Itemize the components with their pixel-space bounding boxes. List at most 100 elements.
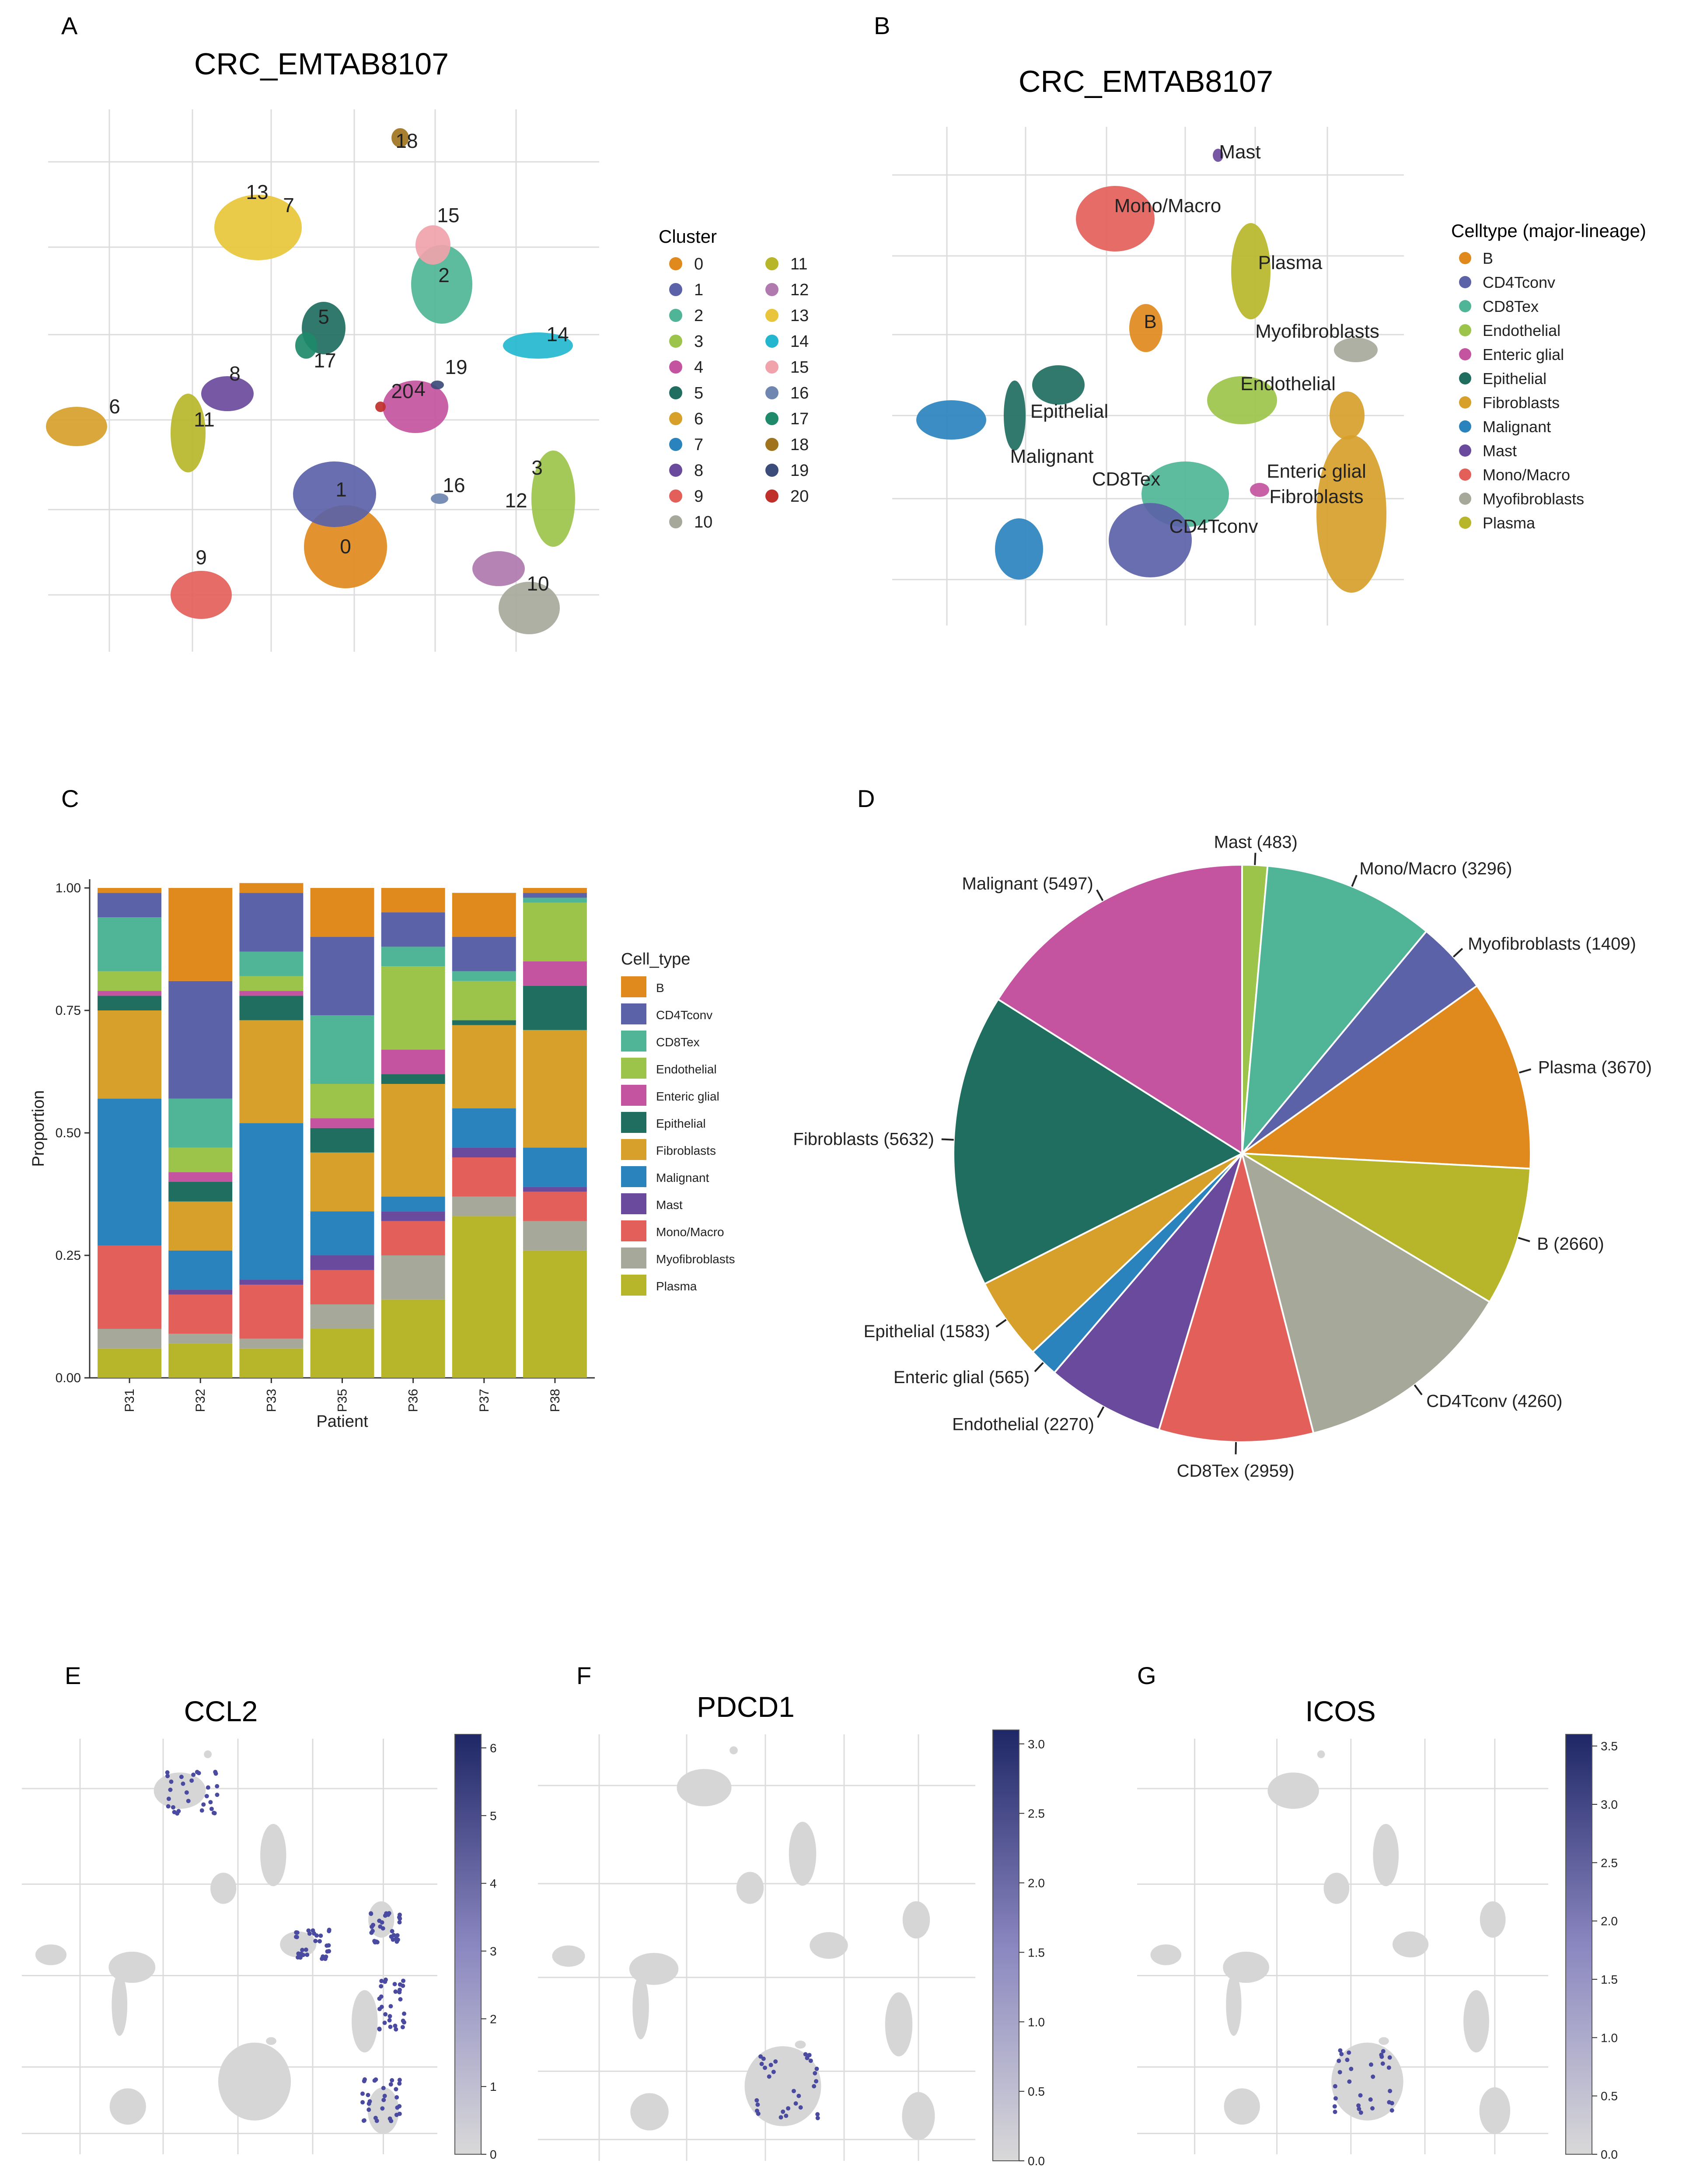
bar-segment	[98, 1329, 162, 1349]
legend-label: 16	[790, 384, 809, 402]
legend-label: 6	[694, 410, 703, 428]
expressing-cell	[301, 1953, 306, 1957]
bar-segment	[452, 1216, 516, 1378]
legend-label: 12	[790, 281, 809, 299]
bar-segment	[239, 976, 304, 991]
expressing-cell	[380, 2106, 385, 2111]
legend-label: Malignant	[656, 1171, 709, 1185]
x-tick-label: P38	[548, 1389, 562, 1412]
umap-cells	[112, 1973, 128, 2036]
expressing-cell	[394, 2087, 398, 2092]
expressing-cell	[381, 2086, 386, 2090]
bar-segment	[239, 883, 304, 893]
umap-cluster	[295, 332, 317, 359]
umap-cells	[677, 1769, 732, 1807]
bar-segment	[168, 1172, 233, 1182]
colorbar	[454, 1734, 482, 2155]
expressing-cell	[373, 1940, 377, 1945]
bar-segment	[98, 1010, 162, 1099]
expressing-cell	[394, 2095, 399, 2100]
expressing-cell	[1358, 2110, 1363, 2115]
expressing-cell	[394, 1939, 399, 1944]
umap-cells	[260, 1824, 286, 1887]
pie-leader	[1518, 1237, 1530, 1242]
legend-label: Epithelial	[656, 1117, 706, 1130]
pie-label: Enteric glial (565)	[894, 1368, 1030, 1387]
expressing-cell	[759, 2062, 764, 2066]
bar-segment	[381, 1299, 445, 1378]
legend-swatch	[621, 1166, 646, 1187]
legend-label: CD8Tex	[1483, 297, 1539, 315]
umap-cells	[218, 2042, 291, 2121]
pie-label: B (2660)	[1537, 1234, 1604, 1254]
pie-slice	[1241, 865, 1428, 1157]
umap-cells	[902, 1901, 930, 1939]
bar-segment	[310, 1329, 374, 1378]
expressing-cell	[360, 2100, 365, 2105]
bar-segment	[381, 1196, 445, 1212]
pie-leader	[1414, 1384, 1423, 1395]
bar-segment	[310, 1211, 374, 1255]
expressing-cell	[1337, 2070, 1342, 2075]
x-tick-label: P36	[406, 1389, 421, 1412]
umap-cells	[795, 2041, 806, 2049]
expressing-cell	[382, 2093, 387, 2098]
legend-swatch	[1459, 324, 1471, 336]
bar-segment	[452, 1196, 516, 1216]
pie-leader	[1519, 1068, 1532, 1074]
panel-e-title: CCL2	[184, 1695, 258, 1727]
expressing-cell	[1338, 2048, 1343, 2053]
expressing-cell	[171, 1805, 175, 1810]
bar-segment	[523, 898, 587, 903]
expressing-cell	[778, 2115, 783, 2120]
expressing-cell	[397, 2111, 402, 2116]
panel-a-title: CRC_EMTAB8107	[194, 47, 449, 81]
panel-b-legend-title: Celltype (major-lineage)	[1451, 220, 1646, 241]
bar-segment	[98, 991, 162, 996]
legend-swatch	[669, 309, 682, 322]
legend-label: 8	[694, 461, 703, 480]
bar-segment	[239, 1123, 304, 1280]
legend-swatch	[1459, 300, 1471, 312]
bar-segment	[98, 996, 162, 1010]
expressing-cell	[388, 2004, 393, 2009]
bar-segment	[239, 1020, 304, 1123]
umap-cluster	[46, 407, 107, 446]
expressing-cell	[1333, 2096, 1338, 2101]
bar-segment	[523, 1147, 587, 1187]
expressing-cell	[377, 1996, 382, 2001]
pie-label: CD4Tconv (4260)	[1426, 1391, 1562, 1411]
colorbar-tick-label: 3.5	[1601, 1740, 1618, 1753]
legend-label: 18	[790, 436, 809, 454]
legend-swatch	[621, 976, 646, 997]
expressing-cell	[294, 1935, 299, 1939]
legend-swatch	[669, 438, 682, 451]
expressing-cell	[397, 1912, 402, 1917]
legend-swatch	[621, 1248, 646, 1268]
umap-cluster	[201, 376, 254, 411]
expressing-cell	[754, 2098, 759, 2103]
bar-segment	[168, 1182, 233, 1202]
cluster-label: 5	[318, 305, 329, 328]
umap-celltype-cluster	[1076, 186, 1155, 252]
bar-segment	[523, 961, 587, 986]
y-tick-label: 0.00	[56, 1371, 81, 1385]
colorbar-tick-label: 3.0	[1028, 1737, 1045, 1751]
expressing-cell	[395, 1933, 400, 1938]
umap-cells	[885, 1992, 913, 2057]
panel-letter-g: G	[1137, 1662, 1156, 1689]
umap-cells	[632, 1975, 649, 2040]
bar-segment	[523, 986, 587, 1030]
expressing-cell	[296, 1951, 301, 1956]
legend-swatch	[765, 360, 778, 374]
expressing-cell	[401, 1978, 406, 1983]
expressing-cell	[374, 2118, 379, 2123]
expressing-cell	[397, 2081, 402, 2086]
umap-cells	[1480, 1901, 1506, 1938]
legend-label: 3	[694, 332, 703, 351]
expressing-cell	[168, 1787, 173, 1792]
cluster-label: 3	[531, 456, 543, 479]
bar-segment	[310, 888, 374, 937]
umap-cells	[630, 2093, 669, 2131]
